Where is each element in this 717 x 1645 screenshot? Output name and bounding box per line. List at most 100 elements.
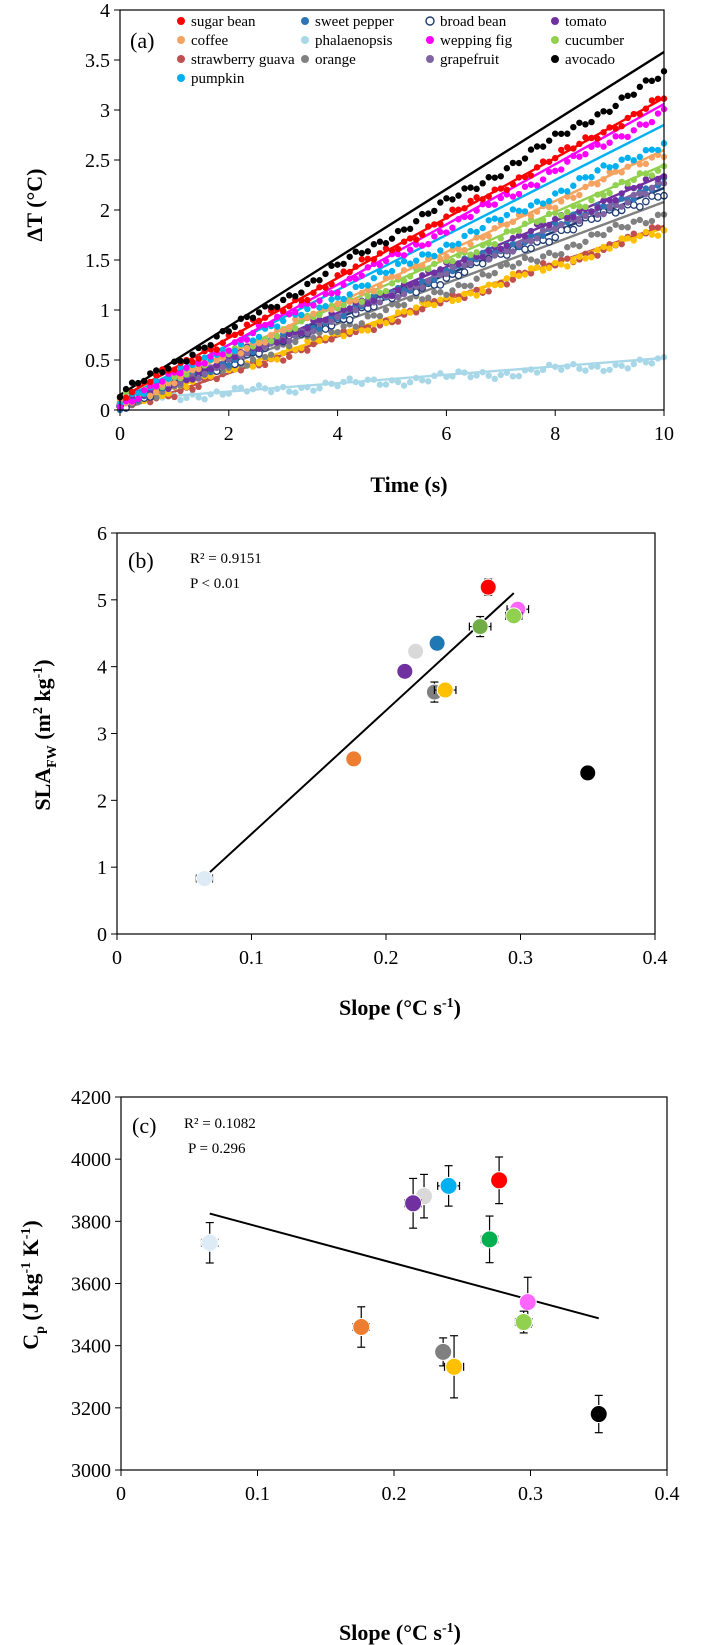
legend-label: orange	[315, 52, 356, 68]
data-point	[600, 192, 607, 199]
data-point	[606, 189, 613, 197]
legend-label: strawberry guava	[191, 52, 295, 68]
data-point	[485, 247, 492, 255]
data-point	[406, 246, 414, 253]
data-point	[478, 259, 487, 268]
panel-b-x-tick-label: 0	[112, 947, 122, 969]
data-point	[346, 298, 353, 305]
data-point	[243, 350, 251, 357]
data-point	[576, 140, 583, 148]
data-point	[358, 298, 365, 305]
data-point	[503, 369, 511, 376]
data-point	[449, 297, 456, 305]
data-point	[467, 213, 474, 221]
data-point	[237, 384, 245, 391]
data-point	[419, 284, 426, 291]
panel-b-axes: 0 0.1 0.2 0.3 0.4 0 1 2 3 4 5 6	[97, 523, 668, 969]
data-point	[298, 297, 305, 304]
data-point	[407, 642, 425, 660]
data-point	[316, 311, 323, 319]
data-point	[545, 361, 553, 369]
data-point	[249, 329, 257, 337]
data-point	[594, 191, 601, 198]
data-point	[467, 282, 474, 289]
data-point	[630, 360, 637, 368]
data-point	[406, 235, 414, 242]
data-point	[564, 255, 571, 262]
data-point	[304, 296, 311, 304]
data-point	[128, 398, 136, 405]
data-point	[310, 334, 317, 342]
data-point	[340, 313, 347, 320]
data-point	[533, 235, 541, 242]
data-point	[425, 240, 432, 248]
panel-a-y-tick-label: 2.5	[85, 150, 110, 172]
data-point	[479, 196, 486, 203]
data-point	[648, 231, 656, 238]
data-point	[406, 225, 414, 233]
data-point	[237, 315, 245, 322]
data-point	[273, 323, 281, 330]
data-point	[473, 372, 480, 379]
data-point	[171, 366, 178, 373]
data-point	[461, 205, 468, 212]
data-point	[461, 246, 468, 254]
data-point	[515, 272, 523, 280]
data-point	[255, 345, 263, 353]
data-point	[636, 161, 644, 168]
data-point	[231, 331, 239, 339]
data-point	[225, 362, 232, 369]
data-point	[612, 162, 619, 170]
data-point	[503, 191, 511, 198]
panel-c-y-tick-label: 4200	[71, 1087, 111, 1109]
data-point	[394, 227, 402, 235]
panel-c-y-tick-label: 3600	[71, 1274, 111, 1296]
data-point	[431, 276, 438, 284]
data-point	[515, 159, 523, 167]
data-point	[346, 305, 353, 312]
data-point	[352, 275, 359, 282]
data-point	[479, 254, 486, 261]
data-point	[437, 228, 444, 236]
data-point	[497, 194, 504, 202]
data-point	[292, 389, 299, 396]
data-point	[382, 319, 390, 327]
data-point	[558, 212, 565, 219]
data-point	[243, 321, 251, 328]
panel-a-y-tick-label: 2	[100, 200, 110, 222]
data-point	[358, 256, 365, 263]
data-point	[286, 310, 293, 318]
data-point	[334, 300, 341, 308]
data-point	[461, 213, 468, 221]
data-point	[455, 260, 462, 268]
data-point	[558, 166, 565, 173]
data-point	[388, 316, 396, 323]
legend-marker	[177, 74, 185, 82]
data-point	[310, 302, 317, 309]
data-point	[431, 233, 438, 240]
data-point	[558, 261, 565, 268]
data-point	[491, 375, 498, 383]
data-point	[376, 317, 384, 325]
data-point	[449, 287, 456, 294]
data-point	[558, 256, 565, 263]
data-point	[527, 366, 535, 373]
data-point	[642, 176, 650, 183]
data-point	[630, 91, 637, 98]
data-point	[231, 347, 239, 355]
data-point	[588, 363, 595, 370]
data-point	[153, 367, 160, 374]
data-point	[177, 387, 184, 395]
data-point	[533, 182, 541, 189]
data-point	[140, 377, 148, 385]
data-point	[479, 234, 486, 241]
data-point	[419, 210, 426, 218]
panel-a-x-tick-label: 6	[441, 423, 451, 445]
panel-a-legend: sugar bean sweet pepper broad bean tomato co…	[177, 14, 624, 87]
data-point	[310, 328, 317, 335]
data-point	[485, 272, 492, 279]
data-point	[171, 380, 178, 387]
data-point	[419, 262, 426, 269]
data-point	[576, 217, 583, 225]
data-point	[648, 184, 656, 192]
